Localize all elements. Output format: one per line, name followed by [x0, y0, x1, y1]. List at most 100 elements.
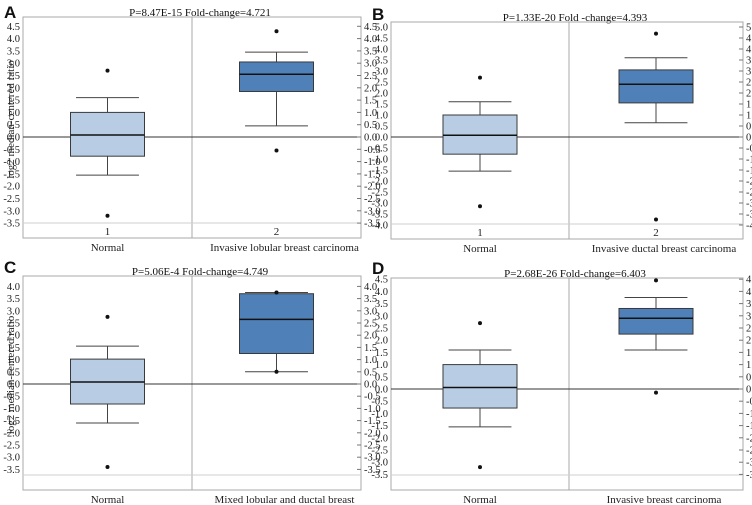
y-tick-label-left: -2.0 [371, 433, 388, 444]
y-tick-label-right: 3.5 [364, 46, 377, 57]
y-tick-label-right: -1.5 [364, 416, 381, 427]
y-tick-label-left: -1.0 [3, 404, 20, 415]
outlier-point [478, 75, 482, 80]
outlier-point [478, 204, 482, 209]
group-number: 1 [477, 227, 483, 239]
y-tick-label-left: 0.0 [7, 380, 20, 391]
y-tick-label-left: 5.0 [375, 23, 388, 34]
y-tick-label-left: -0.5 [3, 145, 20, 156]
y-tick-label-right: -1.0 [746, 409, 752, 420]
y-tick-label-right: -2.5 [746, 446, 752, 457]
y-tick-label-right: 1.0 [364, 355, 377, 366]
y-tick-label-left: -1.5 [3, 169, 20, 180]
category-label: Invasive lobular breast carcinoma [210, 242, 359, 254]
y-tick-label-right: -0.5 [364, 145, 381, 156]
y-tick-label-left: 2.0 [7, 331, 20, 342]
y-tick-label-right: -2.0 [746, 177, 752, 188]
y-tick-label-right: 1.5 [746, 100, 752, 111]
y-tick-label-right: 0.0 [364, 380, 377, 391]
y-tick-label-right: -3.5 [746, 210, 752, 221]
y-tick-label-right: 4.0 [364, 34, 377, 45]
outlier-point [654, 217, 658, 222]
y-tick-label-right: -3.0 [364, 206, 381, 217]
y-tick-label-left: 0.5 [375, 372, 388, 383]
group-number: 2 [274, 226, 280, 238]
y-tick-label-right: 1.5 [746, 348, 752, 359]
y-tick-label-left: 4.5 [375, 34, 388, 45]
y-tick-label-left: 3.0 [7, 59, 20, 70]
y-tick-label-right: -1.0 [364, 157, 381, 168]
y-tick-label-left: 0.5 [7, 120, 20, 131]
y-tick-label-left: 2.5 [7, 71, 20, 82]
y-tick-label-left: -3.0 [371, 199, 388, 210]
outlier-point [274, 369, 279, 374]
box-normal [70, 68, 145, 218]
outlier-point [654, 278, 658, 283]
y-tick-label-left: -2.5 [371, 188, 388, 199]
y-tick-label-left: -2.0 [3, 428, 20, 439]
y-tick-label-left: -2.5 [3, 194, 20, 205]
iqr-box [618, 69, 694, 104]
iqr-box [239, 61, 314, 92]
panel-title: P=8.47E-15 Fold-change=4.721 [129, 7, 271, 19]
y-tick-label-right: 3.0 [746, 67, 752, 78]
y-tick-label-left: 4.0 [375, 45, 388, 56]
y-tick-label-right: 3.5 [746, 56, 752, 67]
y-tick-label-right: 3.0 [746, 311, 752, 322]
y-tick-label-left: -0.5 [371, 397, 388, 408]
y-tick-label-left: 1.5 [375, 100, 388, 111]
y-tick-label-left: -3.0 [3, 206, 20, 217]
y-tick-label-right: -0.5 [746, 144, 752, 155]
y-tick-label-left: -2.0 [371, 177, 388, 188]
y-tick-label-left: 1.0 [7, 108, 20, 119]
y-tick-label-right: 4.5 [746, 34, 752, 45]
y-tick-label-right: 0.5 [746, 372, 752, 383]
y-tick-label-left: 1.0 [7, 355, 20, 366]
y-tick-label-right: 4.0 [364, 282, 377, 293]
outlier-point [478, 321, 482, 326]
y-tick-label-right: 0.5 [364, 367, 377, 378]
category-label: Normal [463, 243, 497, 255]
y-tick-label-left: -3.0 [3, 453, 20, 464]
y-tick-label-left: 2.5 [375, 78, 388, 89]
y-axis-label: log2 median-centered ratio [5, 315, 17, 434]
y-tick-label-right: -3.0 [746, 199, 752, 210]
y-tick-label-right: 2.5 [364, 319, 377, 330]
y-tick-label-left: 4.5 [7, 22, 20, 33]
y-tick-label-right: -2.0 [364, 428, 381, 439]
y-tick-label-right: -3.0 [746, 458, 752, 469]
y-tick-label-left: 2.0 [7, 83, 20, 94]
y-tick-label-right: 2.0 [364, 331, 377, 342]
y-tick-label-right: 4.5 [364, 22, 377, 33]
y-tick-label-right: -3.5 [364, 465, 381, 476]
y-tick-label-right: -2.5 [364, 194, 381, 205]
panel-d: DP=2.68E-26 Fold-change=6.4034.54.54.04.… [371, 259, 752, 505]
y-tick-label-left: -3.0 [371, 458, 388, 469]
iqr-box [442, 364, 518, 409]
group-number: 2 [653, 227, 659, 239]
y-tick-label-left: -3.5 [371, 210, 388, 221]
category-label: Mixed lobular and ductal breast [215, 494, 355, 505]
y-tick-label-left: -1.0 [371, 409, 388, 420]
category-label: Normal [91, 242, 125, 254]
panel-letter: C [4, 258, 16, 277]
y-tick-label-left: 4.0 [7, 282, 20, 293]
y-tick-label-right: 3.0 [364, 59, 377, 70]
y-tick-label-right: -0.5 [364, 392, 381, 403]
y-tick-label-right: 2.0 [364, 83, 377, 94]
y-tick-label-left: 4.5 [375, 275, 388, 286]
y-tick-label-left: 1.0 [375, 360, 388, 371]
panel-title: P=1.33E-20 Fold -change=4.393 [503, 12, 648, 24]
y-tick-label-right: 1.0 [746, 360, 752, 371]
y-tick-label-right: -1.5 [364, 169, 381, 180]
y-tick-label-right: 2.5 [746, 78, 752, 89]
outlier-point [478, 465, 482, 470]
box-cancer [239, 29, 314, 153]
y-tick-label-right: 5.0 [746, 23, 752, 34]
y-tick-label-left: -3.5 [3, 219, 20, 230]
y-tick-label-right: -1.5 [746, 166, 752, 177]
y-tick-label-left: -1.0 [371, 155, 388, 166]
y-tick-label-left: 3.0 [375, 311, 388, 322]
y-tick-label-right: -3.5 [746, 470, 752, 481]
